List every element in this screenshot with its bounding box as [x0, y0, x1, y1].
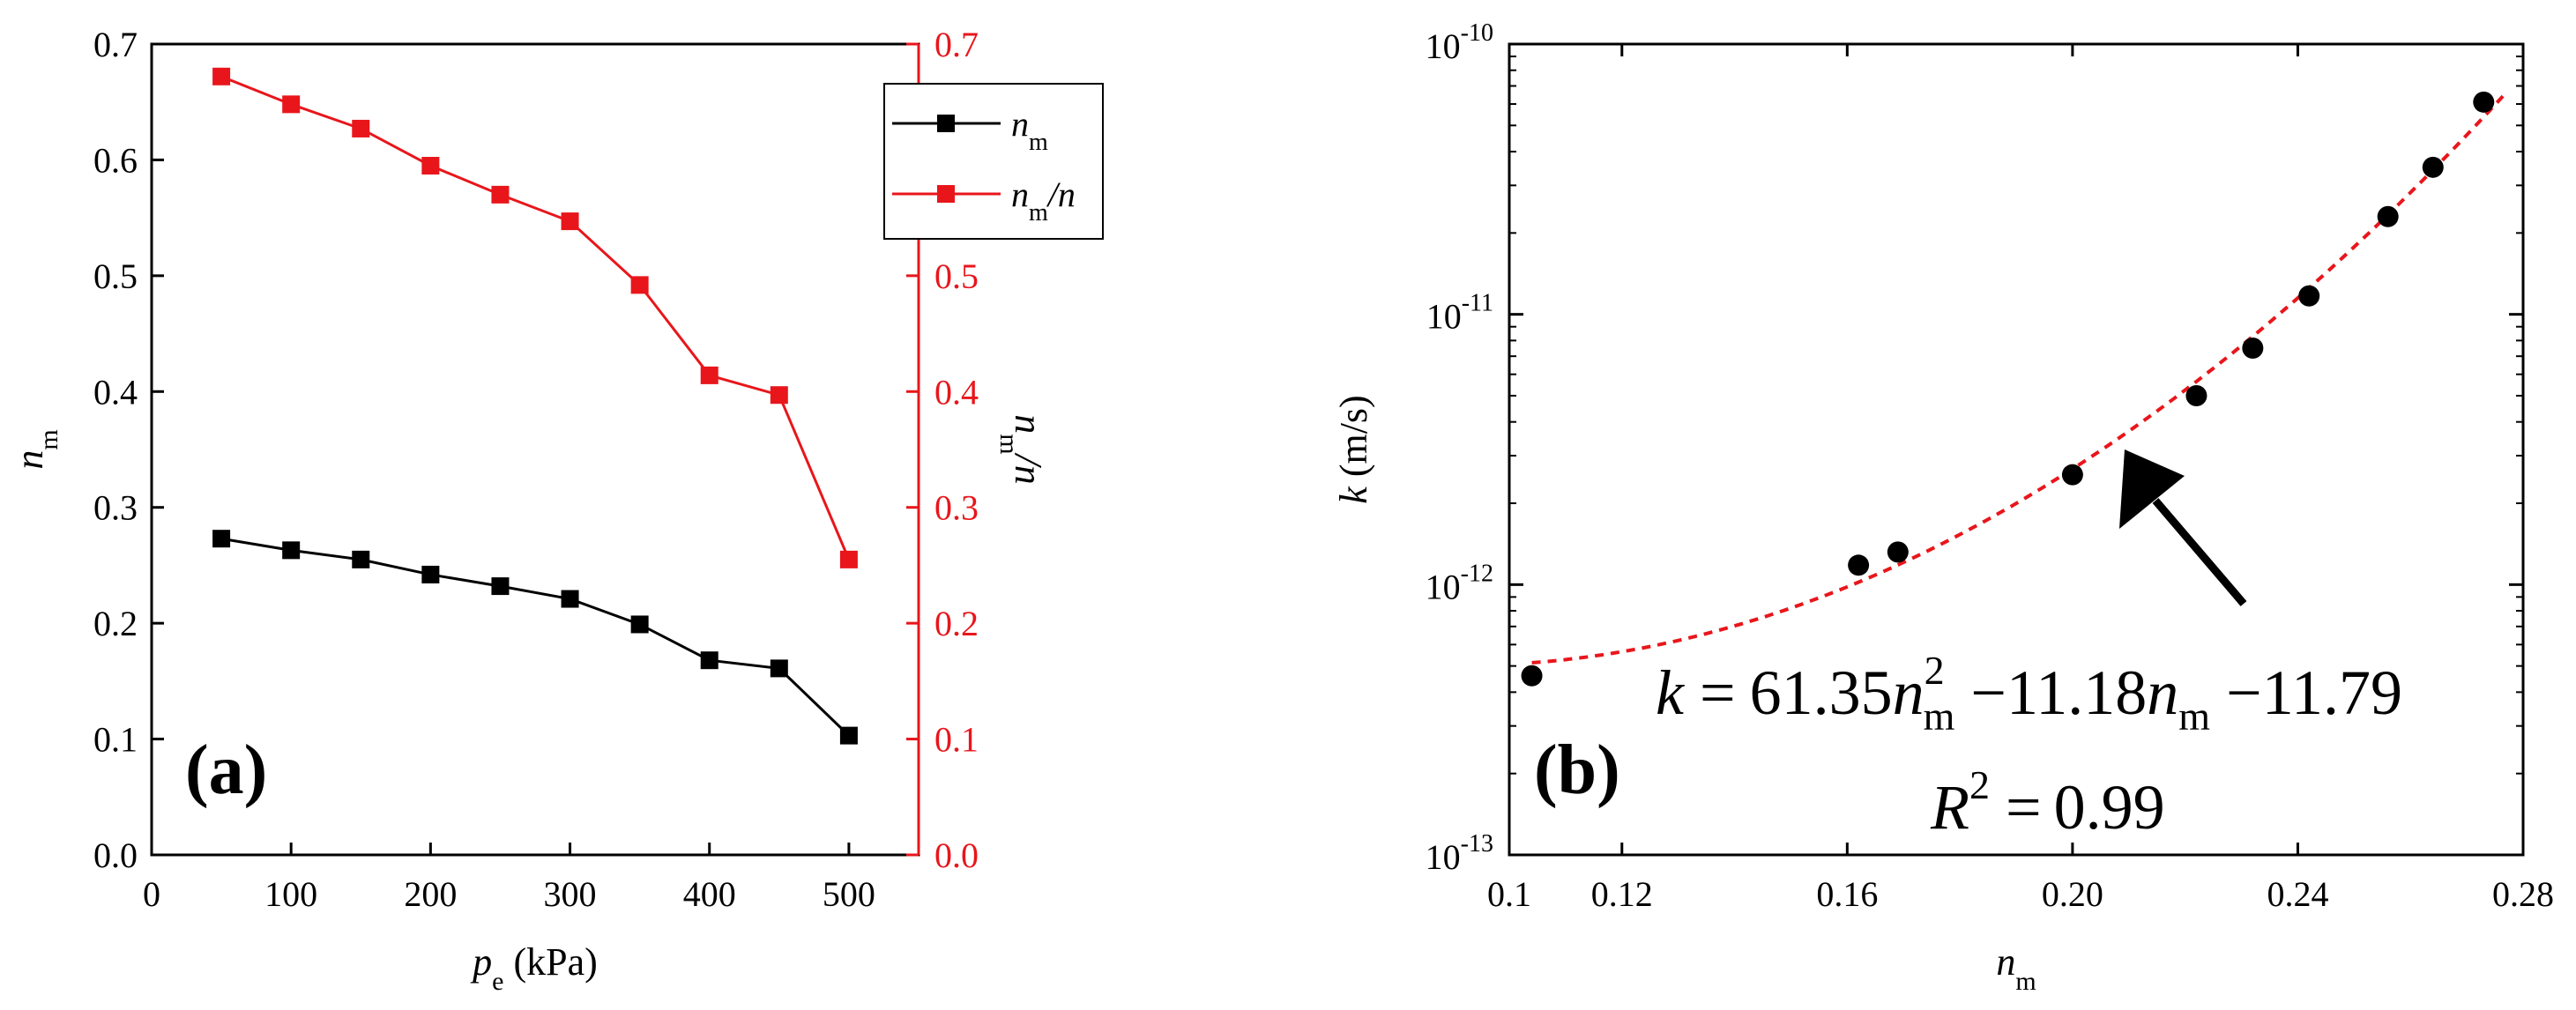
data-point-b [2473, 91, 2495, 113]
arrow-head [2119, 449, 2185, 529]
x-axis-title-b: nm [1996, 940, 2036, 996]
y-tick-label-b: 10-11 [1426, 290, 1493, 337]
x-tick-label: 100 [264, 874, 317, 914]
panel-label-b: (b) [1534, 732, 1620, 809]
legend-box [883, 83, 1104, 240]
data-point-b [2298, 285, 2320, 307]
arrow-shaft [2152, 498, 2247, 606]
x-tick-label: 0 [143, 874, 160, 914]
y-tick-label-b: 10-12 [1426, 560, 1493, 606]
data-point-b [2422, 156, 2444, 178]
data-point [421, 565, 440, 583]
series-line-nm [220, 537, 850, 737]
x-tick-label-b: 0.16 [1816, 874, 1878, 914]
data-point [630, 276, 649, 294]
y-tick-label-right: 0.3 [934, 488, 979, 528]
y-tick-label-left: 0.7 [93, 25, 138, 64]
y-tick-label-left: 0.6 [93, 140, 138, 180]
series-line-nm-over-n [220, 75, 851, 561]
chart-panel-a: 0 100 200 300 400 500 0.0 0.1 0.2 0.3 0.4 0.5 0.6 0.… [8, 25, 1104, 996]
fit-equation: k = 61.35n2 m −11.18nm −11.79 [1656, 648, 2402, 739]
y-tick-label-right: 0.7 [934, 25, 979, 64]
legend-label-nm: nm [1011, 104, 1048, 156]
data-point [212, 67, 231, 85]
data-point [561, 212, 579, 231]
y-tick-label-b: 10-13 [1426, 830, 1493, 877]
data-point [352, 550, 370, 568]
data-point-b [2377, 205, 2399, 227]
y-tick-label-right: 0.1 [934, 720, 979, 760]
y-tick-label-left: 0.1 [93, 720, 138, 760]
y-tick-label-left: 0.4 [93, 372, 138, 412]
plot-area-frame-b [1508, 42, 2525, 857]
legend: nm nm/n [883, 83, 1104, 240]
y-tick-label-left: 0.5 [93, 256, 138, 296]
data-point [700, 366, 718, 384]
y-axis-title-left: nm [8, 429, 63, 469]
y-tick-label-right: 0.0 [934, 835, 979, 875]
data-point [839, 550, 858, 568]
data-point [561, 590, 579, 608]
y-tick-label-left: 0.2 [93, 604, 138, 643]
data-point-b [1848, 554, 1870, 576]
annotation-arrow [2119, 449, 2247, 606]
panel-label-a: (a) [185, 732, 267, 809]
data-point-b [2242, 337, 2264, 359]
y-tick-label-right: 0.5 [934, 256, 979, 296]
data-point [212, 530, 231, 548]
data-point-b [2185, 384, 2207, 406]
x-tick-label-b: 0.1 [1487, 874, 1531, 914]
y-tick-label-left: 0.3 [93, 488, 138, 528]
r-squared-label: R2 = 0.99 [1930, 762, 2165, 843]
data-point-b [2061, 464, 2083, 486]
data-point [770, 386, 788, 405]
y-axis-title-right: nm/n [995, 414, 1051, 485]
data-point-b [1887, 541, 1909, 563]
data-point [282, 541, 301, 560]
legend-marker-nm-over-n [937, 185, 955, 203]
y-tick-label-right: 0.4 [934, 372, 979, 412]
x-tick-label: 500 [823, 874, 875, 914]
y-axis-title-b: k (m/s) [1332, 395, 1375, 503]
data-point [839, 726, 858, 745]
chart-panel-b: 0.1 0.12 0.16 0.20 0.24 0.28 10-13 10-12 10-11 1… [1332, 19, 2554, 996]
legend-label-nm-over-n: nm/n [1011, 175, 1076, 227]
data-point [282, 95, 301, 114]
x-tick-label-b: 0.20 [2042, 874, 2103, 914]
data-point [630, 615, 649, 634]
y-tick-label-right: 0.2 [934, 604, 979, 643]
data-point [491, 577, 510, 596]
data-point [491, 185, 510, 204]
x-tick-label: 200 [404, 874, 457, 914]
legend-marker-nm [937, 115, 955, 132]
x-tick-label-b: 0.12 [1591, 874, 1653, 914]
y-tick-label-left: 0.0 [93, 835, 138, 875]
data-point [421, 157, 440, 175]
data-point [770, 659, 788, 678]
x-tick-label-b: 0.28 [2492, 874, 2554, 914]
data-point-b [1521, 665, 1543, 687]
fit-curve [1531, 91, 2508, 665]
data-point [352, 119, 370, 137]
y-tick-label-b: 10-10 [1426, 19, 1493, 66]
x-axis-title: pe (kPa) [470, 940, 598, 996]
x-tick-label-b: 0.24 [2267, 874, 2328, 914]
x-tick-label: 400 [683, 874, 736, 914]
data-point [700, 651, 718, 670]
x-tick-label: 300 [544, 874, 597, 914]
